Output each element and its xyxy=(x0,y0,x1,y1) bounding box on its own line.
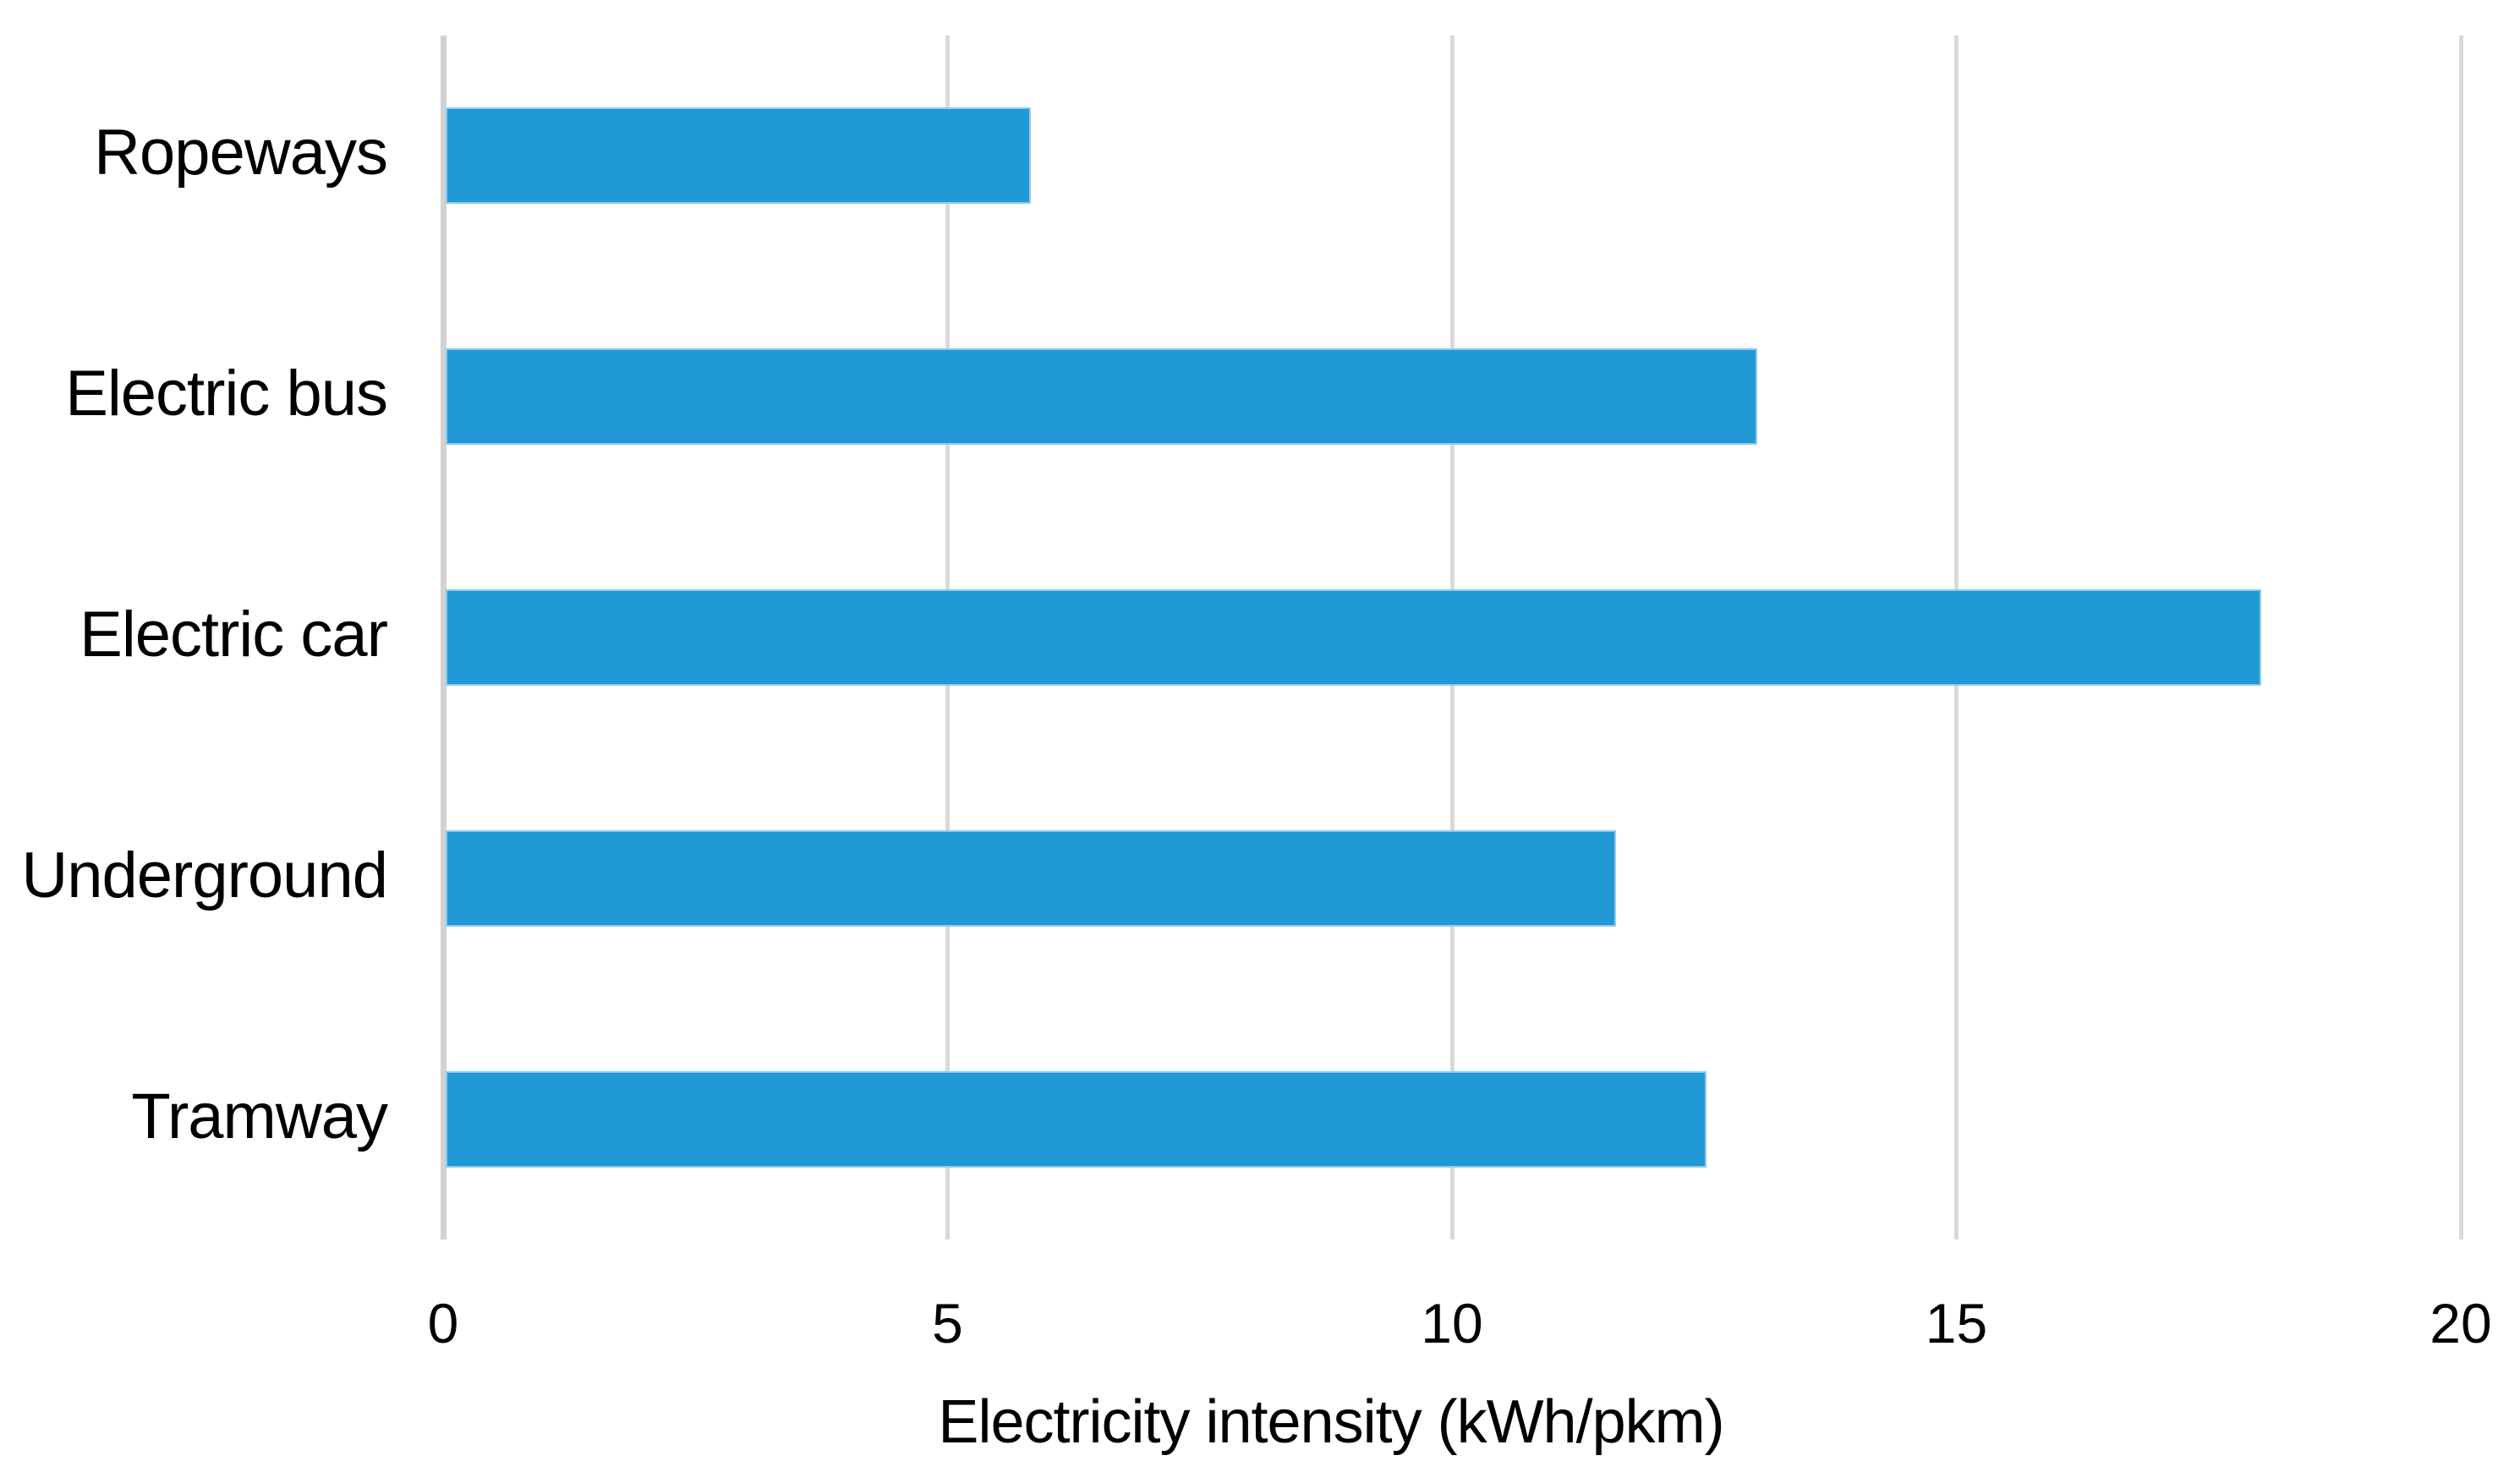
x-tick-label-10: 10 xyxy=(1421,1292,1483,1354)
gridline-x-20 xyxy=(2458,36,2463,1239)
bar-underground xyxy=(446,829,1616,927)
bar-tramway xyxy=(446,1070,1707,1168)
category-label-underground: Underground xyxy=(21,839,388,911)
bar-electric-bus xyxy=(446,348,1757,446)
bar-electric-car xyxy=(446,589,2262,686)
category-label-ropeways: Ropeways xyxy=(94,117,388,189)
x-axis-title: Electricity intensity (kWh/pkm) xyxy=(938,1388,1724,1456)
x-tick-label-5: 5 xyxy=(932,1292,963,1354)
category-label-electric-bus: Electric bus xyxy=(65,358,388,430)
category-label-electric-car: Electric car xyxy=(79,598,388,670)
y-axis-line xyxy=(440,36,446,1239)
x-tick-label-15: 15 xyxy=(1925,1292,1988,1354)
category-label-tramway: Tramway xyxy=(131,1080,388,1152)
bar-ropeways xyxy=(446,107,1031,205)
x-tick-label-0: 0 xyxy=(427,1292,459,1354)
x-tick-label-20: 20 xyxy=(2430,1292,2492,1354)
